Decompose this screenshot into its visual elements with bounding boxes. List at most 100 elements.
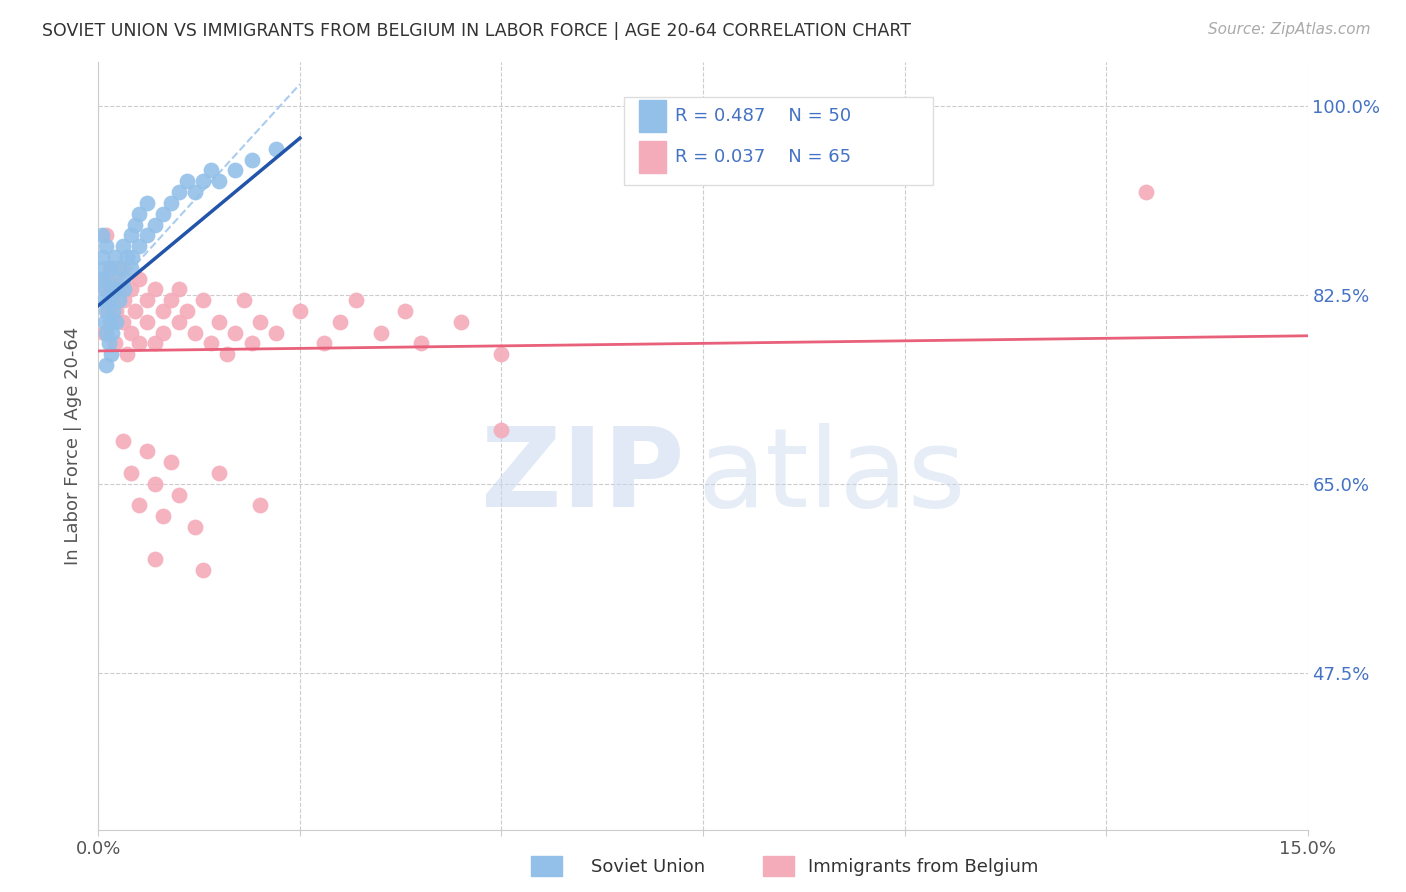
Point xyxy=(160,455,183,469)
Point xyxy=(193,293,215,307)
Point xyxy=(193,563,215,577)
Point xyxy=(111,239,134,253)
Point xyxy=(120,466,142,480)
Point xyxy=(100,347,122,361)
Point xyxy=(1135,185,1157,199)
Point xyxy=(97,271,120,285)
Point xyxy=(143,336,166,351)
Point xyxy=(160,293,183,307)
Point xyxy=(135,444,157,458)
Point xyxy=(103,282,125,296)
Point xyxy=(184,185,207,199)
Y-axis label: In Labor Force | Age 20-64: In Labor Force | Age 20-64 xyxy=(65,326,83,566)
Point xyxy=(184,326,207,340)
Point xyxy=(224,326,246,340)
Point xyxy=(240,336,263,351)
Point xyxy=(249,499,271,513)
Bar xyxy=(531,856,562,876)
Point xyxy=(135,228,157,243)
Point xyxy=(115,250,138,264)
Point xyxy=(128,239,150,253)
Point xyxy=(93,293,115,307)
Text: SOVIET UNION VS IMMIGRANTS FROM BELGIUM IN LABOR FORCE | AGE 20-64 CORRELATION C: SOVIET UNION VS IMMIGRANTS FROM BELGIUM … xyxy=(42,22,911,40)
Point xyxy=(112,282,135,296)
Point xyxy=(120,260,142,275)
Point xyxy=(103,250,125,264)
Point xyxy=(249,315,271,329)
Point xyxy=(143,476,166,491)
Point xyxy=(394,304,416,318)
Point xyxy=(135,195,157,210)
Point xyxy=(105,282,128,296)
Point xyxy=(240,153,263,167)
Point xyxy=(120,228,142,243)
Point xyxy=(344,293,367,307)
Point xyxy=(105,304,128,318)
Point xyxy=(101,304,124,318)
Point xyxy=(491,347,513,361)
Point xyxy=(288,304,311,318)
Point xyxy=(264,142,287,156)
Point xyxy=(100,315,122,329)
Point xyxy=(121,250,143,264)
Point xyxy=(124,304,146,318)
Point xyxy=(176,304,198,318)
Point xyxy=(93,260,115,275)
Point xyxy=(329,315,352,329)
Point xyxy=(160,195,183,210)
Point xyxy=(152,326,174,340)
Point xyxy=(94,282,117,296)
Bar xyxy=(638,100,665,132)
Text: R = 0.487    N = 50: R = 0.487 N = 50 xyxy=(675,107,851,125)
Point xyxy=(93,326,115,340)
Point xyxy=(100,260,122,275)
Point xyxy=(167,315,190,329)
Point xyxy=(97,336,120,351)
Point xyxy=(91,228,114,243)
Point xyxy=(128,336,150,351)
Point xyxy=(200,336,222,351)
Point xyxy=(224,163,246,178)
Point xyxy=(176,174,198,188)
Point xyxy=(103,271,125,285)
Point xyxy=(128,271,150,285)
Bar xyxy=(638,141,665,173)
Point xyxy=(94,315,117,329)
Point xyxy=(143,282,166,296)
Point xyxy=(232,293,254,307)
Point xyxy=(450,315,472,329)
Point xyxy=(98,260,121,275)
Point xyxy=(100,282,122,296)
Text: Soviet Union: Soviet Union xyxy=(591,858,704,876)
Point xyxy=(98,315,121,329)
Point xyxy=(128,499,150,513)
Point xyxy=(135,315,157,329)
Point xyxy=(314,336,336,351)
Text: atlas: atlas xyxy=(697,423,966,530)
Point xyxy=(96,228,118,243)
Point xyxy=(97,293,120,307)
Point xyxy=(264,326,287,340)
Point xyxy=(112,293,135,307)
Point xyxy=(103,336,125,351)
Point xyxy=(101,326,124,340)
FancyBboxPatch shape xyxy=(624,97,932,186)
Point xyxy=(91,271,114,285)
Point xyxy=(96,282,118,296)
Point xyxy=(184,520,207,534)
Point xyxy=(96,304,118,318)
Point xyxy=(101,293,124,307)
Point xyxy=(111,271,134,285)
Point xyxy=(124,218,146,232)
Point xyxy=(193,174,215,188)
Point xyxy=(97,304,120,318)
Point xyxy=(409,336,432,351)
Point xyxy=(96,358,118,372)
Text: ZIP: ZIP xyxy=(481,423,685,530)
Point xyxy=(91,250,114,264)
Point xyxy=(208,466,231,480)
Point xyxy=(111,434,134,448)
Point xyxy=(96,326,118,340)
Text: Source: ZipAtlas.com: Source: ZipAtlas.com xyxy=(1208,22,1371,37)
Point xyxy=(208,174,231,188)
